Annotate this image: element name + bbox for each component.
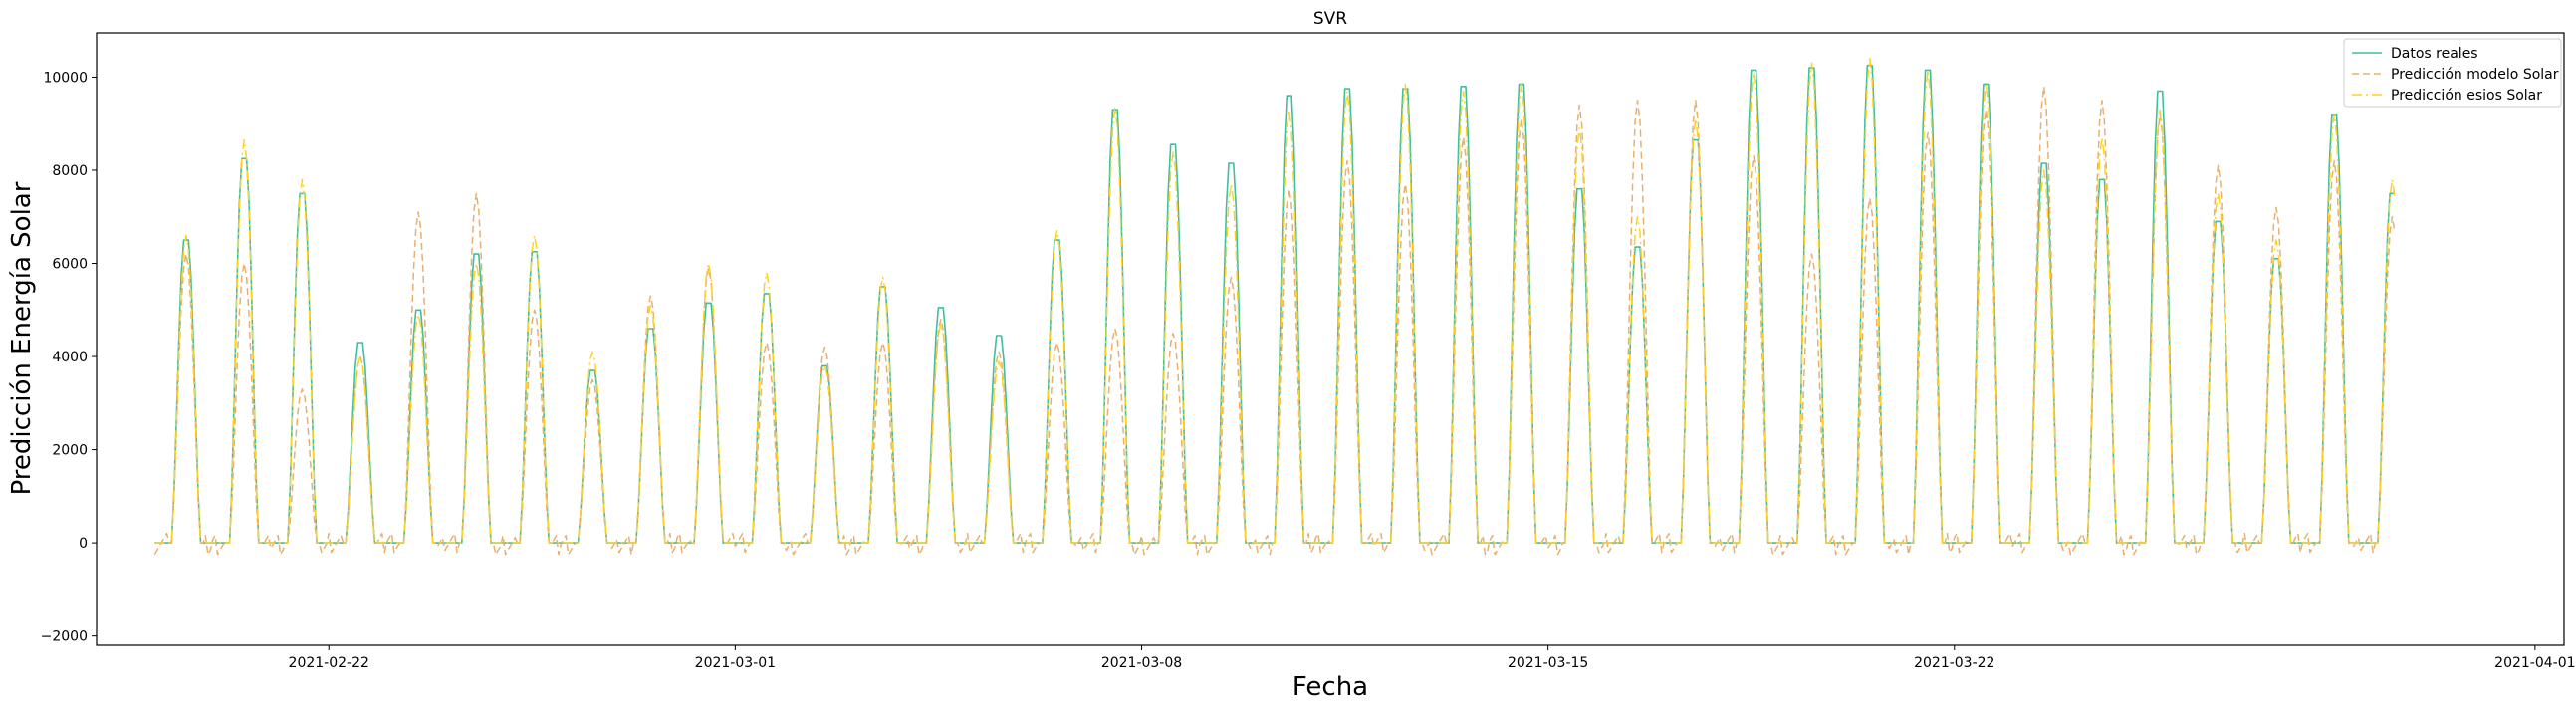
y-axis-title: Predicción Energía Solar xyxy=(7,181,37,495)
series-layer xyxy=(153,57,2396,556)
y-tick-label: 10000 xyxy=(43,70,88,86)
legend-label: Predicción esios Solar xyxy=(2391,88,2542,104)
x-axis-title: Fecha xyxy=(1292,672,1368,702)
legend-label: Datos reales xyxy=(2391,46,2478,62)
y-tick-label: 0 xyxy=(79,536,88,552)
y-tick-label: 6000 xyxy=(52,257,88,273)
x-tick-label: 2021-03-08 xyxy=(1101,655,1182,671)
legend-entries: Datos reales Predicción modelo Solar Predi… xyxy=(2352,46,2559,104)
legend-label: Predicción modelo Solar xyxy=(2391,67,2559,83)
y-tick-label: 4000 xyxy=(52,350,88,365)
x-axis: 2021-02-22 2021-03-01 2021-03-08 2021-03-15… xyxy=(289,645,2576,671)
chart-title: SVR xyxy=(1313,9,1347,29)
x-tick-label: 2021-02-22 xyxy=(289,655,369,671)
y-tick-label: −2000 xyxy=(41,629,88,645)
x-tick-label: 2021-03-15 xyxy=(1508,655,1588,671)
plot-frame xyxy=(96,32,2565,646)
x-tick-label: 2021-03-01 xyxy=(695,655,776,671)
y-axis: −2000 0 2000 4000 6000 8000 10000 xyxy=(41,70,97,645)
x-tick-label: 2021-04-01 xyxy=(2494,655,2575,671)
legend: Datos reales Predicción modelo Solar Predi… xyxy=(2343,38,2562,108)
y-tick-label: 8000 xyxy=(52,163,88,179)
legend-box xyxy=(2343,38,2562,108)
x-tick-label: 2021-03-22 xyxy=(1914,655,1994,671)
series-line xyxy=(154,57,2396,544)
y-tick-label: 2000 xyxy=(52,443,88,459)
